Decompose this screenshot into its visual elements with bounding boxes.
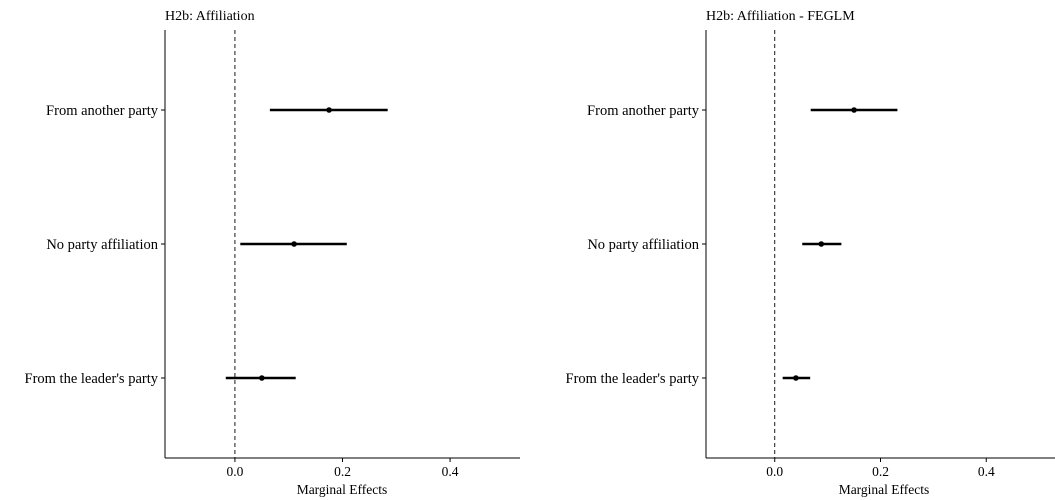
panel-title: H2b: Affiliation <box>165 9 255 24</box>
point-estimate <box>793 375 799 381</box>
category-label: From the leader's party <box>566 371 700 387</box>
category-label: No party affiliation <box>46 237 158 253</box>
point-estimate <box>851 107 857 113</box>
panel-affiliation: H2b: Affiliation Marginal Effects 0.0 0.2… <box>25 9 520 497</box>
x-tick-label: 0.4 <box>978 464 995 479</box>
panel-affiliation-feglm: H2b: Affiliation - FEGLM Marginal Effect… <box>566 9 1055 497</box>
x-tick-label: 0.2 <box>334 464 351 479</box>
x-tick-label: 0.0 <box>226 464 243 479</box>
x-axis-title: Marginal Effects <box>839 482 930 497</box>
point-estimate <box>259 375 265 381</box>
point-estimate <box>326 107 332 113</box>
panel-title: H2b: Affiliation - FEGLM <box>706 9 855 24</box>
category-label: From another party <box>587 103 700 119</box>
point-estimate <box>291 241 297 247</box>
x-tick-label: 0.2 <box>872 464 889 479</box>
point-estimate <box>818 241 825 247</box>
category-label: From another party <box>46 103 159 119</box>
x-tick-label: 0.4 <box>442 464 459 479</box>
category-label: From the leader's party <box>25 371 159 387</box>
category-label: No party affiliation <box>587 237 699 253</box>
x-axis-title: Marginal Effects <box>297 482 388 497</box>
x-tick-label: 0.0 <box>766 464 783 479</box>
